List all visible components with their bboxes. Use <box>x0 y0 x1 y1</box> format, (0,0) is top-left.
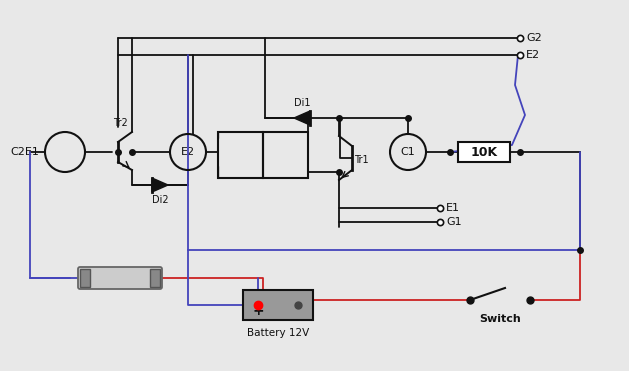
Text: Di1: Di1 <box>294 98 310 108</box>
Text: E2: E2 <box>526 50 540 60</box>
Text: G1: G1 <box>446 217 462 227</box>
Text: G2: G2 <box>526 33 542 43</box>
Bar <box>80 269 90 287</box>
Text: +: + <box>252 304 264 318</box>
Bar <box>150 269 160 287</box>
Text: Tr1: Tr1 <box>354 155 369 165</box>
Bar <box>263 132 308 178</box>
Text: E1: E1 <box>446 203 460 213</box>
Text: 10K: 10K <box>470 145 498 158</box>
FancyBboxPatch shape <box>78 267 162 289</box>
Polygon shape <box>152 178 168 192</box>
Polygon shape <box>294 111 310 125</box>
Text: Tr2: Tr2 <box>113 118 128 128</box>
Text: C1: C1 <box>401 147 415 157</box>
Bar <box>243 290 313 320</box>
Text: Di2: Di2 <box>152 195 169 205</box>
Text: E2: E2 <box>181 147 195 157</box>
Text: C2E1: C2E1 <box>10 147 39 157</box>
Bar <box>218 132 263 178</box>
Text: Battery 12V: Battery 12V <box>247 328 309 338</box>
Bar <box>458 142 510 162</box>
Text: Switch: Switch <box>479 314 521 324</box>
